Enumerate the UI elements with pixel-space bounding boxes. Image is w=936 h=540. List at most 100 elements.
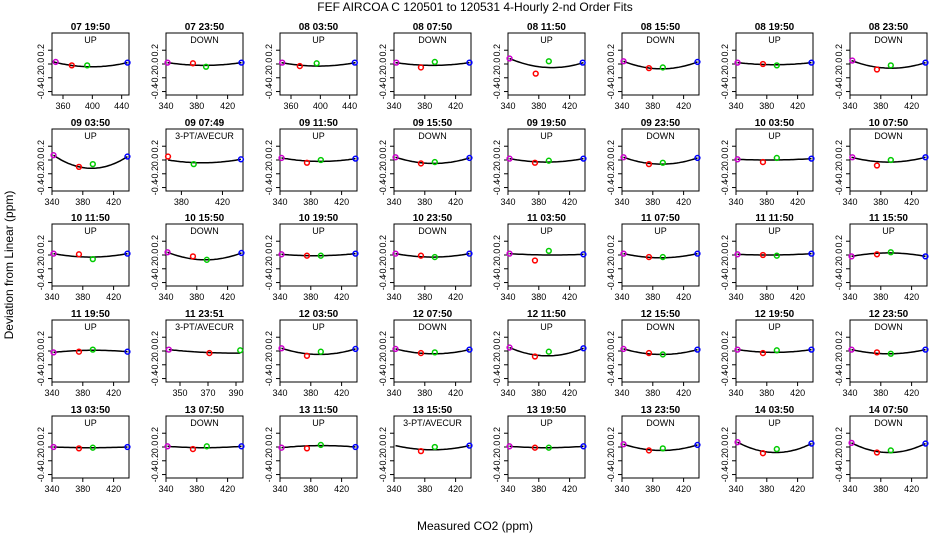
x-tick-label: 380 (303, 292, 318, 302)
panel-title: 10 03:50 (755, 118, 795, 129)
x-tick-label: 340 (272, 484, 287, 494)
panel-title: 10 15:50 (185, 213, 225, 224)
data-point (431, 158, 438, 166)
data-point (694, 154, 701, 162)
x-tick-label: 380 (645, 484, 660, 494)
data-point (848, 346, 855, 353)
y-tick-label: -0.2 (492, 261, 502, 277)
data-point (887, 350, 894, 357)
x-tick-label: 340 (158, 484, 173, 494)
data-point (506, 344, 513, 351)
panel-direction-label: UP (768, 131, 781, 141)
data-point (351, 59, 358, 66)
y-tick-label: -0.4 (264, 371, 274, 387)
y-tick-label: 0.2 (378, 235, 388, 248)
panel: 13 03:50 UP -0.4-0.20.00.2 340 380 420 (36, 405, 131, 494)
x-tick-label: 420 (790, 388, 805, 398)
data-point (579, 59, 586, 66)
data-point (545, 348, 552, 355)
x-tick-label: 420 (904, 197, 919, 207)
y-tick-label: -0.2 (378, 70, 388, 86)
panel-direction-label: UP (540, 418, 553, 428)
panel: 10 15:50 DOWN -0.4-0.20.00.2 340 380 420 (150, 213, 245, 302)
panel-direction-label: UP (312, 418, 325, 428)
y-tick-label: 0.0 (606, 249, 616, 262)
x-tick-label: 340 (842, 197, 857, 207)
x-tick-label: 380 (531, 197, 546, 207)
y-tick-label: 0.0 (492, 345, 502, 358)
data-point (75, 251, 83, 258)
x-tick-label: 440 (342, 101, 357, 111)
data-point (417, 447, 425, 455)
panel: 10 03:50 UP -0.4-0.20.00.2 340 380 420 (720, 118, 815, 207)
panel: 12 15:50 DOWN -0.4-0.20.00.2 340 380 420 (606, 309, 701, 398)
y-tick-label: 0.0 (36, 345, 46, 358)
fit-curve (395, 444, 470, 451)
data-point (50, 152, 57, 159)
panel-title: 09 15:50 (413, 118, 453, 129)
panel-direction-label: UP (312, 226, 325, 236)
x-tick-label: 340 (44, 292, 59, 302)
y-tick-label: 0.0 (492, 154, 502, 167)
data-point (922, 346, 929, 353)
x-tick-label: 420 (334, 388, 349, 398)
panel-direction-label: DOWN (418, 322, 447, 332)
panel: 08 07:50 DOWN -0.4-0.20.00.2 340 380 420 (378, 22, 473, 111)
data-point (238, 249, 245, 257)
y-tick-label: -0.2 (150, 453, 160, 469)
y-tick-label: -0.4 (834, 275, 844, 291)
x-tick-label: 380 (417, 101, 432, 111)
x-tick-label: 380 (75, 292, 90, 302)
y-tick-label: 0.0 (492, 441, 502, 454)
data-point (545, 157, 552, 164)
x-tick-label: 420 (220, 292, 235, 302)
data-point (68, 62, 75, 69)
x-tick-label: 380 (759, 101, 774, 111)
panel-direction-label: UP (540, 226, 553, 236)
y-tick-label: 0.2 (606, 331, 616, 344)
y-tick-label: -0.2 (492, 166, 502, 182)
data-point (392, 250, 399, 257)
y-tick-label: -0.2 (150, 70, 160, 86)
y-tick-label: -0.4 (834, 371, 844, 387)
x-tick-label: 360 (55, 101, 70, 111)
data-point (694, 441, 701, 449)
data-point (52, 58, 59, 66)
data-point (694, 346, 701, 353)
y-tick-label: 0.2 (606, 427, 616, 440)
y-tick-label: -0.2 (264, 357, 274, 373)
y-tick-label: -0.2 (606, 453, 616, 469)
data-point (393, 59, 400, 66)
data-point (531, 444, 539, 451)
y-tick-label: -0.2 (720, 261, 730, 277)
data-point (659, 159, 666, 166)
y-tick-label: 0.0 (150, 441, 160, 454)
panel-direction-label: DOWN (874, 35, 903, 45)
x-tick-label: 340 (842, 292, 857, 302)
x-tick-label: 380 (75, 197, 90, 207)
data-point (506, 155, 513, 162)
x-tick-label: 350 (172, 388, 187, 398)
data-point (75, 163, 83, 171)
data-point (317, 441, 324, 449)
x-tick-label: 380 (873, 484, 888, 494)
data-point (190, 160, 197, 168)
panel: 13 23:50 DOWN -0.4-0.20.00.2 340 380 420 (606, 405, 701, 494)
x-tick-label: 420 (220, 101, 235, 111)
y-tick-label: 0.2 (720, 44, 730, 57)
y-tick-label: 0.2 (492, 331, 502, 344)
panel-title: 09 03:50 (71, 118, 111, 129)
x-tick-label: 340 (158, 101, 173, 111)
panel-title: 11 03:50 (527, 213, 566, 224)
data-point (922, 59, 929, 66)
x-tick-label: 380 (75, 388, 90, 398)
panel-title: 13 15:50 (413, 405, 453, 416)
data-point (124, 250, 131, 257)
data-point (50, 443, 57, 451)
data-point (759, 158, 767, 166)
y-tick-label: -0.4 (264, 275, 274, 291)
panel: 11 15:50 UP -0.4-0.20.00.2 340 380 420 (834, 213, 929, 302)
x-tick-label: 370 (200, 388, 215, 398)
data-point (84, 62, 91, 69)
data-point (887, 447, 894, 454)
